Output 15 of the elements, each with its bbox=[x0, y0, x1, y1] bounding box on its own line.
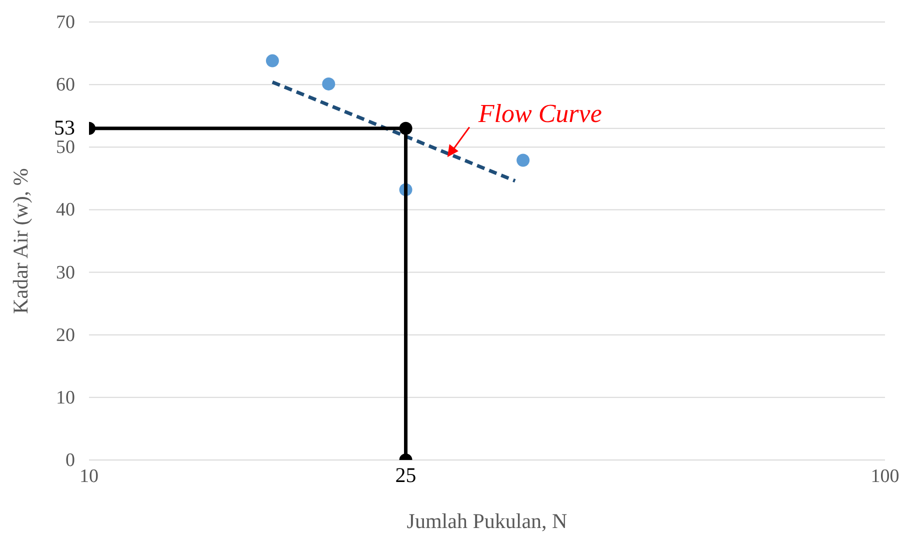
y-tick-label: 30 bbox=[56, 262, 75, 284]
x-axis-title: Jumlah Pukulan, N bbox=[406, 509, 568, 533]
y-tick-label: 50 bbox=[56, 137, 75, 158]
y-tick-label: 20 bbox=[56, 324, 75, 346]
y-axis-title: Kadar Air (w), % bbox=[8, 168, 32, 314]
y-tick-label: 10 bbox=[56, 387, 75, 408]
annotation: Flow Curve bbox=[477, 99, 602, 128]
x-tick-label: 25 bbox=[395, 463, 416, 487]
y-tick-label: 60 bbox=[56, 74, 75, 96]
y-tick-label: 0 bbox=[66, 450, 75, 471]
y-tick-label: 53 bbox=[54, 115, 75, 140]
x-tick-label: 100 bbox=[870, 466, 900, 487]
y-tick-label: 40 bbox=[56, 200, 75, 221]
y-tick-label: 70 bbox=[56, 12, 75, 33]
x-tick-label: 10 bbox=[80, 466, 98, 487]
